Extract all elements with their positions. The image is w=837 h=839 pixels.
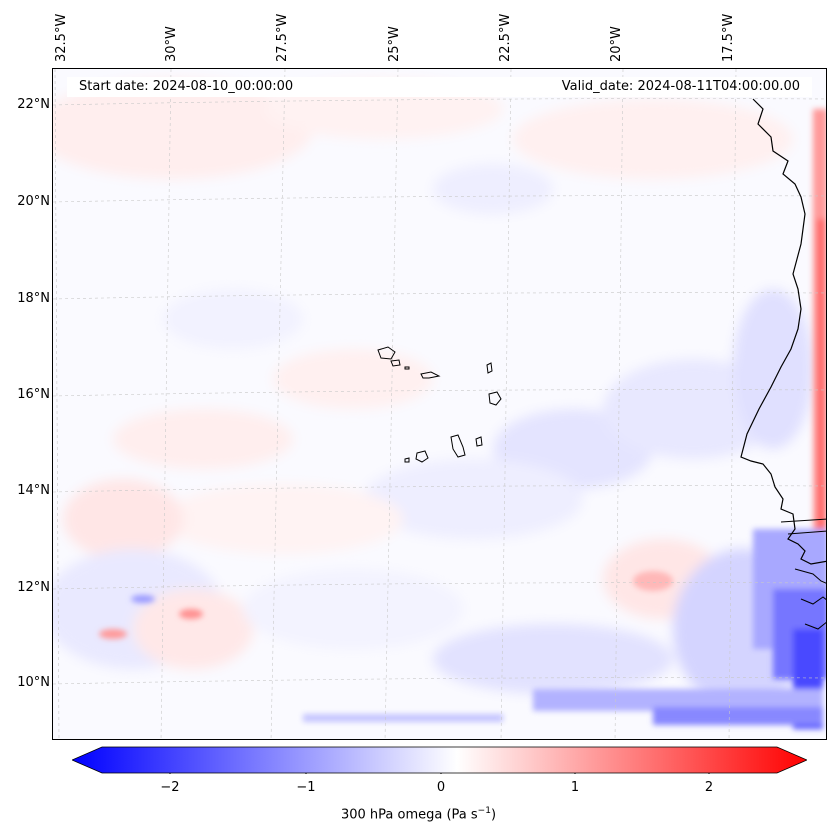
guinea-bissau-coast — [794, 568, 826, 630]
meridian-30w — [160, 69, 172, 739]
parallel-12n — [53, 582, 826, 590]
lat-label-22n: 22°N — [17, 97, 50, 112]
lat-label-14n: 14°N — [17, 483, 50, 498]
meridian-27-5w — [270, 69, 286, 739]
date-info-bar: Start date: 2024-08-10_00:00:00 Valid_da… — [67, 77, 812, 97]
colorbar-label-exponent: −1 — [477, 806, 491, 816]
colorbar-tick-2: 2 — [704, 780, 714, 795]
lon-label-30w: 30°W — [164, 26, 179, 62]
meridian-25w — [384, 69, 399, 739]
colorbar-label: 300 hPa omega (Pa s−1) — [0, 806, 837, 822]
colorbar-label-text: 300 hPa omega (Pa s — [340, 807, 478, 823]
africa-coastline — [740, 98, 826, 565]
parallel-22n — [53, 98, 826, 106]
meridian-32-5w — [54, 69, 60, 739]
lat-label-20n: 20°N — [17, 194, 50, 209]
meridian-22-5w — [500, 69, 512, 739]
colorbar-bar — [70, 746, 809, 774]
lon-label-32-5w: 32.5°W — [54, 13, 69, 62]
parallel-16n — [53, 389, 826, 397]
lon-label-17-5w: 17.5°W — [721, 13, 736, 62]
lon-label-20w: 20°W — [609, 26, 624, 62]
parallel-10n — [53, 677, 826, 685]
parallel-20n — [53, 195, 826, 203]
colorbar — [70, 746, 809, 777]
colorbar-tick-m1: −1 — [296, 780, 316, 795]
island-sao-nicolau — [420, 371, 441, 379]
parallel-14n — [53, 485, 826, 493]
valid-date-text: Valid_date: 2024-08-11T04:00:00.00 — [561, 79, 800, 94]
island-santa-luzia — [404, 366, 410, 370]
island-maio — [475, 436, 483, 447]
island-santo-antao — [377, 346, 396, 360]
colorbar-tick-0: 0 — [436, 780, 446, 795]
start-date-text: Start date: 2024-08-10_00:00:00 — [79, 79, 294, 94]
lon-label-22-5w: 22.5°W — [498, 13, 513, 62]
graticule — [53, 69, 826, 739]
island-fogo — [415, 450, 429, 463]
colorbar-svg — [70, 746, 809, 777]
colorbar-tick-m2: −2 — [160, 780, 180, 795]
island-sao-vicente — [390, 359, 401, 367]
meridian-20w — [614, 69, 624, 739]
parallel-18n — [53, 292, 826, 300]
colorbar-label-close: ) — [490, 807, 497, 823]
cape-verde-islands — [377, 346, 502, 463]
meridian-17-5w — [728, 69, 737, 739]
island-boa-vista — [488, 391, 502, 406]
lat-label-16n: 16°N — [17, 387, 50, 402]
omega-strong-features — [99, 109, 826, 729]
gambia-coast — [780, 518, 826, 535]
map-panel: Start date: 2024-08-10_00:00:00 Valid_da… — [52, 68, 827, 740]
lon-label-27-5w: 27.5°W — [275, 13, 290, 62]
lat-label-12n: 12°N — [17, 580, 50, 595]
island-brava — [404, 457, 410, 463]
colorbar-tick-1: 1 — [570, 780, 580, 795]
omega-field-map — [53, 69, 826, 739]
lon-label-25w: 25°W — [387, 26, 402, 62]
lat-label-10n: 10°N — [17, 675, 50, 690]
island-sal — [486, 362, 493, 374]
island-santiago — [450, 434, 466, 458]
lat-label-18n: 18°N — [17, 291, 50, 306]
